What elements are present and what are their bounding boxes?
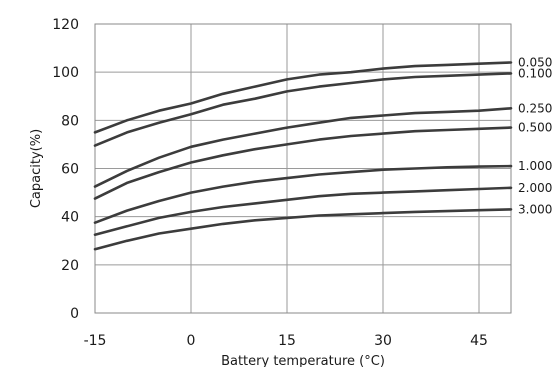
x-tick-label: 30 — [374, 333, 392, 349]
series-label-0.500: 0.500 — [518, 121, 552, 135]
series-line-0.100 — [93, 72, 513, 147]
series-label-0.050: 0.050 — [518, 56, 552, 70]
series-line-0.250 — [93, 107, 513, 188]
x-tick-label: 45 — [470, 333, 488, 349]
x-tick-label: 0 — [187, 333, 196, 349]
y-tick-label: 60 — [61, 162, 79, 178]
x-tick-label: -15 — [84, 333, 107, 349]
series-label-2.000: 2.000 — [518, 181, 552, 195]
y-tick-label: 100 — [52, 65, 79, 81]
series-line-1.000 — [93, 164, 513, 224]
series-label-0.100: 0.100 — [518, 66, 552, 80]
x-axis-title: Battery temperature (°C) — [221, 354, 385, 367]
y-tick-label: 20 — [61, 258, 79, 274]
series-label-0.250: 0.250 — [518, 101, 552, 115]
y-axis-ticks: 0 20 40 60 80 100 120 — [52, 17, 79, 322]
series-line-2.000 — [93, 186, 513, 236]
series-label-3.000: 3.000 — [518, 202, 552, 216]
series-line-0.500 — [93, 126, 513, 200]
y-tick-label: 120 — [52, 17, 79, 33]
y-axis-title: Capacity(%) — [29, 129, 44, 208]
series-lines — [93, 61, 513, 251]
series-line-3.000 — [93, 208, 513, 251]
y-tick-label: 0 — [70, 306, 79, 322]
series-line-0.050 — [93, 61, 513, 134]
y-tick-label: 40 — [61, 210, 79, 226]
x-tick-label: 15 — [278, 333, 296, 349]
plot-area — [94, 23, 512, 314]
series-label-1.000: 1.000 — [518, 159, 552, 173]
y-tick-label: 80 — [61, 113, 79, 129]
x-axis-ticks: -15 0 15 30 45 — [84, 333, 488, 349]
